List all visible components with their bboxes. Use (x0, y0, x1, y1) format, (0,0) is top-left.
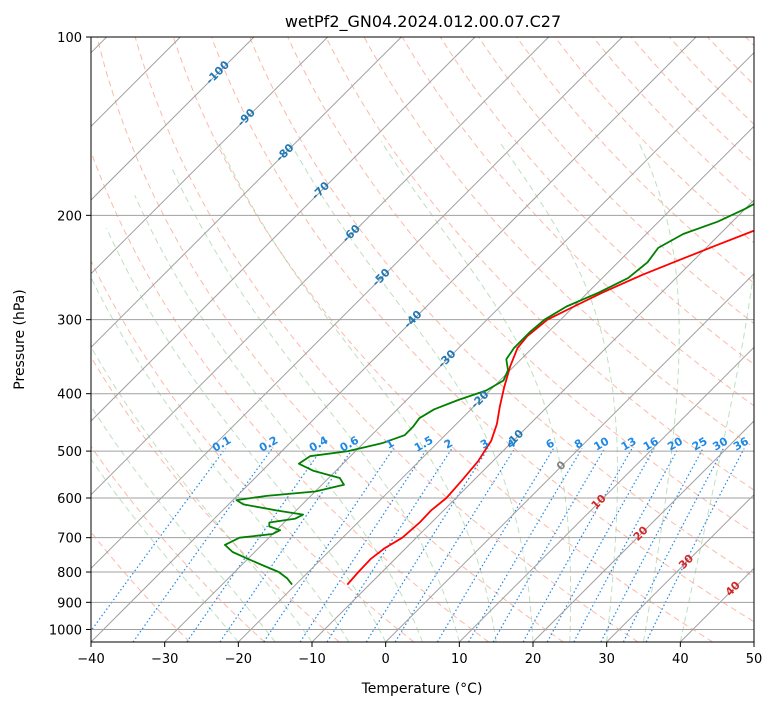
mixing-ratio-line (394, 448, 516, 642)
isotherm-line (91, 37, 550, 496)
dry-adiabat (249, 37, 754, 578)
profile-lines (224, 202, 754, 586)
mixing-ratio-line (299, 448, 428, 642)
isotherm-line (385, 272, 754, 642)
dry-adiabat (134, 37, 639, 642)
mixing-ratio-line (622, 448, 724, 642)
plot-frame (90, 36, 755, 643)
isotherm-line (91, 37, 476, 422)
mixing-ratio-line (91, 448, 226, 632)
y-tick-label: 1000 (49, 623, 82, 638)
y-tick-label: 500 (57, 445, 82, 460)
moist-adiabat (91, 276, 350, 642)
isotherm-line (532, 420, 754, 642)
dry-adiabat (287, 37, 754, 534)
mixing-ratio-line (467, 448, 583, 642)
isotherm-line (237, 125, 754, 642)
moist-adiabat (170, 165, 460, 642)
x-tick-label: 30 (598, 652, 615, 667)
isotherm-line (91, 37, 255, 201)
x-tick-label: 40 (672, 652, 689, 667)
isotherm-line (164, 51, 754, 642)
y-tick-label: 700 (57, 532, 82, 547)
isotherm-line (311, 199, 754, 642)
x-tick-label: 50 (746, 652, 763, 667)
y-tick-label: 600 (57, 492, 82, 507)
dewpoint-profile-line (224, 202, 754, 586)
isotherm-line (91, 37, 402, 349)
dry-adiabat (516, 37, 754, 284)
mixing-ratio-line (186, 448, 323, 642)
x-tick-label: 0 (382, 652, 390, 667)
mixing-ratio-line (573, 448, 679, 642)
axes: −40 −30 −20 −10 0 10 20 30 40 50 100 200 300 400 500 60… (49, 31, 762, 667)
mixing-ratio-line (492, 448, 606, 642)
x-tick-label: −20 (225, 652, 252, 667)
temperature-profile-line (346, 229, 754, 586)
mixing-ratio-line (600, 448, 704, 642)
x-tick-label: −30 (151, 652, 178, 667)
moist-adiabat (105, 227, 387, 642)
x-tick-label: −40 (77, 652, 104, 667)
x-tick-label: 10 (451, 652, 468, 667)
isotherm-line (91, 37, 697, 642)
y-tick-label: 400 (57, 388, 82, 403)
x-tick-label: −10 (298, 652, 325, 667)
moist-adiabat (134, 195, 423, 642)
x-axis-title: Temperature (°C) (361, 681, 483, 697)
isotherm-line (458, 346, 754, 642)
y-tick-label: 800 (57, 566, 82, 581)
chart-title: wetPf2_GN04.2024.012.00.07.C27 (285, 12, 561, 32)
y-tick-label: 900 (57, 596, 82, 611)
mixing-ratio-line (132, 448, 273, 642)
dry-adiabat (91, 445, 265, 642)
isotherm-line (91, 37, 329, 275)
mixing-ratio-line (365, 448, 489, 642)
dry-adiabat (172, 37, 713, 642)
dry-adiabat (211, 37, 754, 623)
y-axis-title: Pressure (hPa) (12, 289, 28, 389)
mixing-ratio-line (219, 448, 354, 642)
y-tick-label: 300 (57, 314, 82, 329)
y-tick-label: 200 (57, 209, 82, 224)
isotherm-line (91, 37, 623, 570)
dry-adiabat (96, 37, 564, 642)
isotherm-line (606, 493, 754, 642)
mixing-ratio-line (326, 448, 453, 642)
y-tick-label: 100 (57, 31, 82, 46)
grid-lines (91, 37, 754, 642)
mixing-ratio-line (263, 448, 394, 642)
x-tick-label: 20 (525, 652, 542, 667)
dry-adiabat (91, 356, 340, 642)
moist-adiabat (91, 458, 239, 642)
dry-adiabat (91, 259, 415, 642)
moist-adiabat (91, 405, 276, 642)
dry-adiabat (325, 37, 754, 491)
